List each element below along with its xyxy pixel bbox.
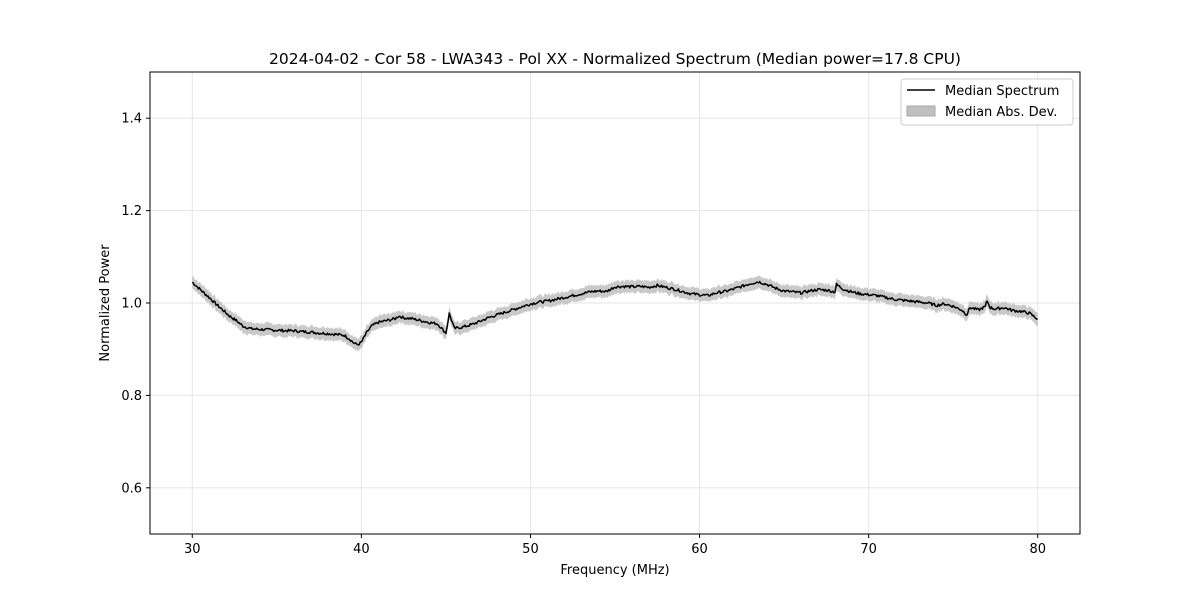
x-tick-label: 40 [353, 542, 370, 557]
y-tick-label: 1.0 [121, 297, 142, 312]
y-tick-label: 1.2 [121, 204, 142, 219]
x-tick-label: 80 [1029, 542, 1046, 557]
median-spectrum-line [191, 280, 1038, 346]
y-tick-label: 0.6 [121, 481, 142, 496]
legend-mad-swatch [906, 105, 936, 117]
x-tick-label: 70 [860, 542, 877, 557]
y-axis-label: Normalized Power [98, 244, 113, 362]
x-tick-label: 60 [691, 542, 708, 557]
y-axis-ticks: 0.6 0.8 1.0 1.2 1.4 [121, 112, 150, 496]
chart-title: 2024-04-02 - Cor 58 - LWA343 - Pol XX - … [269, 50, 961, 68]
x-tick-label: 50 [522, 542, 539, 557]
legend-median-label: Median Spectrum [945, 84, 1059, 99]
x-tick-label: 30 [184, 542, 201, 557]
legend: Median Spectrum Median Abs. Dev. [900, 78, 1074, 126]
x-axis-label: Frequency (MHz) [560, 563, 669, 578]
median-abs-dev-band [192, 275, 1038, 351]
y-tick-label: 1.4 [121, 112, 142, 127]
legend-mad-label: Median Abs. Dev. [945, 105, 1057, 120]
x-axis-ticks: 30 40 50 60 70 80 [184, 534, 1046, 557]
legend-box [900, 78, 1074, 126]
y-tick-label: 0.8 [121, 389, 142, 404]
